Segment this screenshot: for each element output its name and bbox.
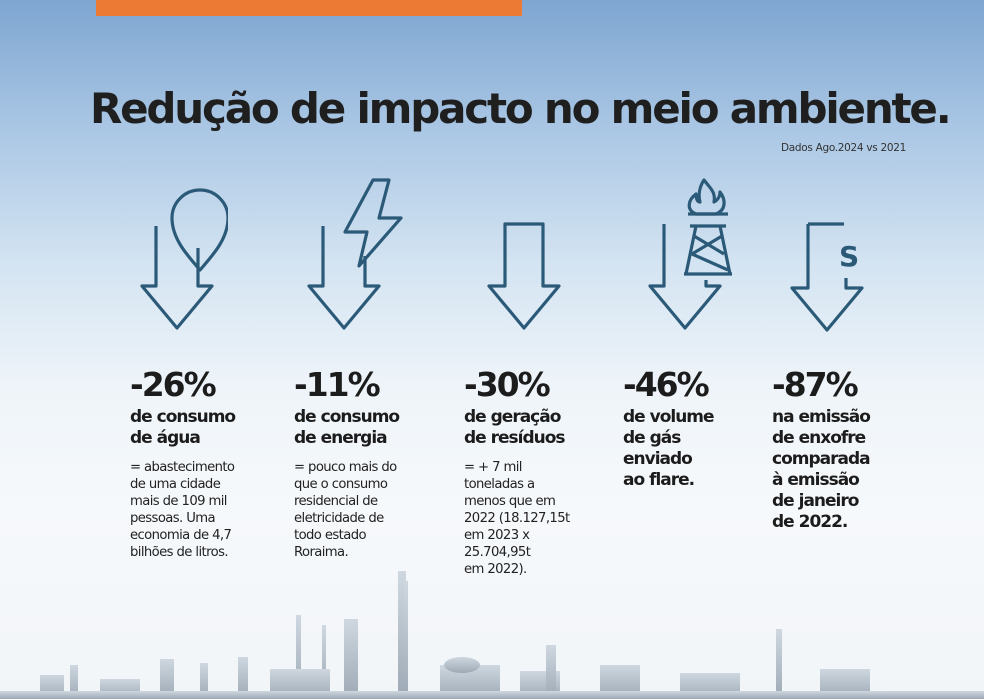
stat-water: -26% de consumo de água = abastecimento de… [130,367,280,561]
stat-value: -46% [623,365,710,404]
stat-label: de geração de resíduos [464,407,566,448]
stat-label: de consumo de água [130,407,236,448]
sulfur-s-icon: S [786,218,876,338]
stat-value: -26% [130,365,217,404]
stat-description: = abastecimento de uma cidade mais de 109… [130,460,235,560]
stat-label: de consumo de energia [294,407,400,448]
stat-value: -30% [464,365,551,404]
orange-header-bar [96,0,522,16]
stat-label: na emissão de enxofre comparada à emissão … [772,407,871,532]
arrow-down-icon [483,220,573,335]
data-source-note: Dados Ago.2024 vs 2021 [780,142,906,154]
stat-energy: -11% de consumo de energia = pouco mais d… [294,367,444,561]
stat-description: = pouco mais do que o consumo residencial… [294,460,397,560]
stat-waste: -30% de geração de resíduos = + 7 mil tone… [464,367,614,578]
refinery-skyline-image [0,571,984,699]
stat-value: -11% [294,365,381,404]
flare-tower-icon [640,174,735,339]
water-drop-icon [138,176,228,336]
stat-flare-gas: -46% de volume de gás enviado ao flare. [623,367,773,491]
page-title: Redução de impacto no meio ambiente. [90,84,952,133]
stat-sulfur: -87% na emissão de enxofre comparada à emi… [772,367,912,533]
stat-description: = + 7 mil toneladas a menos que em 2022 (1… [464,460,570,577]
lightning-icon [303,176,413,336]
stat-value: -87% [772,365,859,404]
svg-text:S: S [839,240,859,273]
stat-label: de volume de gás enviado ao flare. [623,407,715,490]
